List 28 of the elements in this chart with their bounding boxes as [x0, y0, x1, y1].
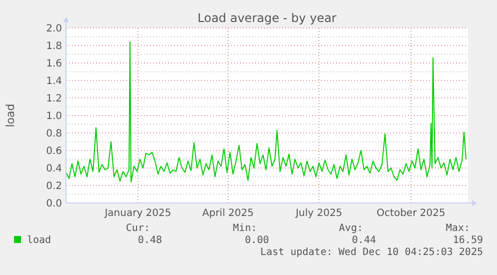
y-tick-label: 2.0: [46, 24, 62, 34]
legend-label: load: [27, 235, 52, 246]
text: Min:: [232, 223, 257, 234]
line-series: [66, 42, 466, 182]
x-tick-label: January 2025: [104, 208, 172, 219]
x-tick-label: July 2025: [294, 208, 342, 219]
y-tick-label: 1.2: [46, 94, 62, 104]
chart-title: Load average - by year: [198, 11, 337, 25]
text: Max:: [446, 223, 470, 234]
text: Last update: Wed Dec 10 04:25:03 2025: [260, 247, 483, 258]
text: 0.00: [244, 235, 269, 246]
text: 0.44: [352, 235, 376, 246]
y-tick-label: 1.8: [46, 41, 62, 52]
text: 16.59: [452, 235, 483, 246]
text: 0.48: [138, 235, 162, 246]
text: Cur:: [126, 223, 150, 234]
y-tick-label: 1.4: [46, 76, 62, 87]
y-tick-label: 0.8: [46, 128, 62, 140]
y-tick-label: 0.4: [46, 164, 62, 174]
y-tick-label: 1.0: [46, 111, 62, 122]
y-tick-label: 0.2: [46, 181, 62, 192]
y-axis-title: load: [4, 104, 17, 128]
y-tick-label: 0.0: [46, 198, 62, 210]
text: Avg:: [338, 223, 363, 234]
y-tick-label: 0.6: [46, 146, 62, 157]
x-tick-label: April 2025: [202, 208, 254, 219]
y-tick-label: 1.6: [46, 58, 62, 70]
x-tick-label: October 2025: [376, 208, 446, 219]
